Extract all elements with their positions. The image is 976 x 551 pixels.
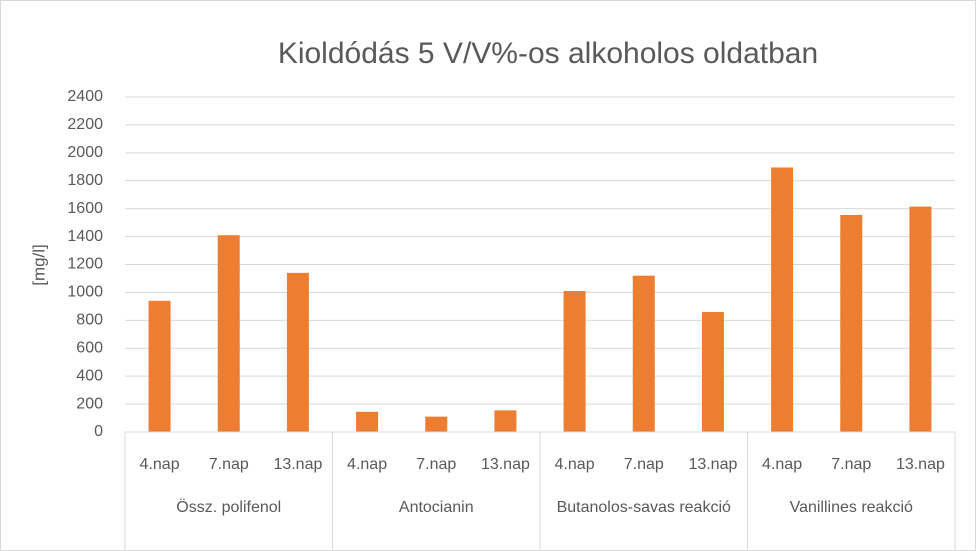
y-tick-label: 2200 <box>67 116 103 133</box>
y-tick-label: 800 <box>76 312 103 329</box>
y-tick-label: 1000 <box>67 284 103 301</box>
x-tick-label: 13.nap <box>688 456 737 473</box>
group-label: Össz. polifenol <box>176 499 282 516</box>
y-tick-label: 0 <box>94 423 103 440</box>
x-tick-label: 7.nap <box>831 456 871 473</box>
x-tick-label: 4.nap <box>140 456 180 473</box>
bar <box>148 300 171 432</box>
bar <box>632 275 655 432</box>
bar <box>771 167 794 433</box>
x-tick-label: 4.nap <box>347 456 387 473</box>
y-tick-label: 200 <box>76 395 103 412</box>
bar <box>909 206 932 432</box>
bar <box>701 311 724 432</box>
group-label: Butanolos-savas reakció <box>556 499 731 516</box>
x-tick-label: 7.nap <box>416 456 456 473</box>
y-tick-label: 1200 <box>67 256 103 273</box>
chart-title: Kioldódás 5 V/V%-os alkoholos oldatban <box>278 37 818 70</box>
bar <box>563 291 586 432</box>
x-tick-label: 7.nap <box>624 456 664 473</box>
x-tick-label: 13.nap <box>273 456 322 473</box>
y-tick-label: 1400 <box>67 228 103 245</box>
x-tick-label: 13.nap <box>481 456 530 473</box>
x-tick-label: 4.nap <box>762 456 802 473</box>
y-axis-label: [mg/l] <box>29 244 48 286</box>
y-tick-label: 2000 <box>67 144 103 161</box>
bar <box>425 416 448 432</box>
group-label: Antocianin <box>398 499 474 516</box>
group-label: Vanillines reakció <box>789 499 913 516</box>
bar <box>217 235 240 432</box>
y-tick-label: 400 <box>76 367 103 384</box>
x-tick-label: 7.nap <box>209 456 249 473</box>
x-tick-label: 13.nap <box>896 456 945 473</box>
y-tick-label: 1800 <box>67 172 103 189</box>
y-tick-label: 600 <box>76 339 103 356</box>
bar <box>356 411 379 432</box>
bar <box>840 214 863 432</box>
x-tick-label: 4.nap <box>555 456 595 473</box>
y-tick-label: 1600 <box>67 200 103 217</box>
bar <box>494 410 517 432</box>
y-tick-label: 2400 <box>67 88 103 105</box>
bar <box>286 272 309 432</box>
